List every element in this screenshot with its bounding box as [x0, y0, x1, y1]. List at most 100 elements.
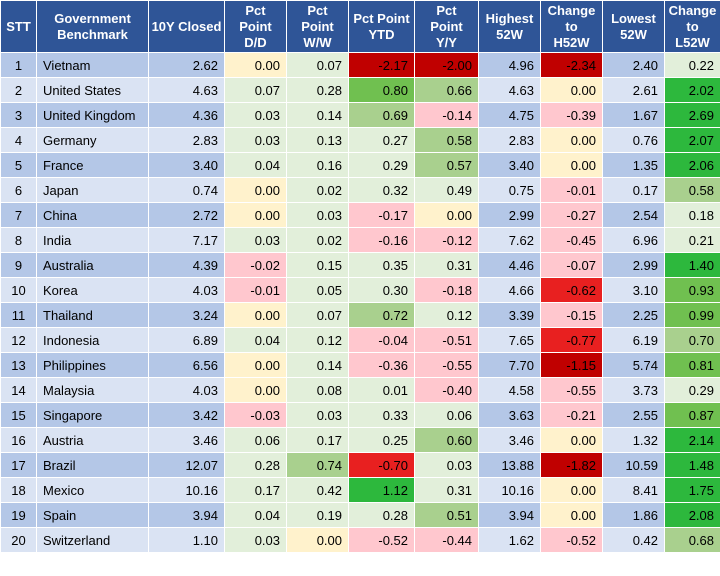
cell-country: Malaysia — [36, 377, 149, 403]
table-row: 4 Germany 2.83 0.03 0.13 0.27 0.58 2.83 0.00 0.76… — [0, 127, 720, 153]
cell-change-l52w: 2.02 — [664, 77, 720, 103]
table-row: 8 India 7.17 0.03 0.02 -0.16 -0.12 7.62 -0.45 6.9… — [0, 227, 720, 253]
cell-pct-ww: 0.00 — [286, 527, 349, 553]
cell-highest-52w: 3.63 — [478, 402, 541, 428]
cell-10y-closed: 12.07 — [148, 452, 225, 478]
cell-10y-closed: 4.39 — [148, 252, 225, 278]
bond-yield-table: STT Government Benchmark 10Y Closed Pct Po… — [0, 0, 720, 553]
cell-pct-yy: 0.51 — [414, 502, 479, 528]
cell-pct-ww: 0.28 — [286, 77, 349, 103]
cell-lowest-52w: 2.55 — [602, 402, 665, 428]
cell-stt: 6 — [0, 177, 37, 203]
cell-country: Mexico — [36, 477, 149, 503]
cell-pct-dd: 0.04 — [224, 502, 287, 528]
table-row: 16 Austria 3.46 0.06 0.17 0.25 0.60 3.46 0.00 1.3… — [0, 427, 720, 453]
cell-lowest-52w: 3.10 — [602, 277, 665, 303]
cell-change-h52w: 0.00 — [540, 427, 603, 453]
cell-pct-ww: 0.15 — [286, 252, 349, 278]
cell-highest-52w: 1.62 — [478, 527, 541, 553]
cell-change-h52w: -0.62 — [540, 277, 603, 303]
cell-pct-dd: -0.01 — [224, 277, 287, 303]
cell-pct-ww: 0.07 — [286, 302, 349, 328]
cell-10y-closed: 3.42 — [148, 402, 225, 428]
cell-change-h52w: -1.15 — [540, 352, 603, 378]
cell-pct-dd: 0.00 — [224, 302, 287, 328]
cell-pct-dd: -0.03 — [224, 402, 287, 428]
cell-stt: 8 — [0, 227, 37, 253]
cell-pct-yy: 0.57 — [414, 152, 479, 178]
cell-change-l52w: 1.48 — [664, 452, 720, 478]
cell-pct-ww: 0.12 — [286, 327, 349, 353]
cell-change-h52w: -0.55 — [540, 377, 603, 403]
cell-change-l52w: 2.06 — [664, 152, 720, 178]
cell-pct-ww: 0.14 — [286, 102, 349, 128]
cell-pct-dd: 0.00 — [224, 377, 287, 403]
cell-stt: 3 — [0, 102, 37, 128]
cell-change-l52w: 0.87 — [664, 402, 720, 428]
cell-pct-ytd: 0.27 — [348, 127, 415, 153]
cell-highest-52w: 3.40 — [478, 152, 541, 178]
cell-highest-52w: 4.58 — [478, 377, 541, 403]
cell-pct-yy: 0.31 — [414, 252, 479, 278]
cell-change-l52w: 0.22 — [664, 52, 720, 78]
cell-stt: 9 — [0, 252, 37, 278]
cell-highest-52w: 10.16 — [478, 477, 541, 503]
cell-change-h52w: -0.77 — [540, 327, 603, 353]
cell-pct-ytd: 0.69 — [348, 102, 415, 128]
cell-change-h52w: 0.00 — [540, 152, 603, 178]
cell-10y-closed: 1.10 — [148, 527, 225, 553]
cell-pct-yy: 0.12 — [414, 302, 479, 328]
cell-change-l52w: 2.07 — [664, 127, 720, 153]
cell-change-h52w: -0.39 — [540, 102, 603, 128]
cell-country: United Kingdom — [36, 102, 149, 128]
cell-pct-ytd: 0.72 — [348, 302, 415, 328]
cell-pct-ww: 0.02 — [286, 227, 349, 253]
cell-country: Spain — [36, 502, 149, 528]
cell-pct-yy: -0.40 — [414, 377, 479, 403]
cell-pct-dd: 0.00 — [224, 202, 287, 228]
cell-change-l52w: 0.21 — [664, 227, 720, 253]
cell-change-h52w: -2.34 — [540, 52, 603, 78]
cell-pct-ytd: 0.25 — [348, 427, 415, 453]
cell-change-l52w: 2.14 — [664, 427, 720, 453]
cell-change-h52w: -0.01 — [540, 177, 603, 203]
cell-stt: 17 — [0, 452, 37, 478]
cell-pct-ytd: -0.52 — [348, 527, 415, 553]
cell-pct-dd: 0.07 — [224, 77, 287, 103]
cell-10y-closed: 2.83 — [148, 127, 225, 153]
col-header-benchmark: Government Benchmark — [36, 0, 149, 53]
cell-10y-closed: 10.16 — [148, 477, 225, 503]
cell-pct-yy: -0.44 — [414, 527, 479, 553]
cell-stt: 4 — [0, 127, 37, 153]
cell-10y-closed: 3.24 — [148, 302, 225, 328]
cell-change-h52w: -0.15 — [540, 302, 603, 328]
cell-highest-52w: 4.46 — [478, 252, 541, 278]
cell-lowest-52w: 0.42 — [602, 527, 665, 553]
cell-pct-ytd: 0.28 — [348, 502, 415, 528]
cell-lowest-52w: 1.35 — [602, 152, 665, 178]
cell-country: Brazil — [36, 452, 149, 478]
cell-10y-closed: 7.17 — [148, 227, 225, 253]
table-row: 15 Singapore 3.42 -0.03 0.03 0.33 0.06 3.63 -0.2… — [0, 402, 720, 428]
cell-pct-dd: 0.00 — [224, 177, 287, 203]
cell-pct-dd: 0.06 — [224, 427, 287, 453]
cell-pct-ytd: 1.12 — [348, 477, 415, 503]
cell-pct-ytd: 0.29 — [348, 152, 415, 178]
table-row: 1 Vietnam 2.62 0.00 0.07 -2.17 -2.00 4.96 -2.34 2… — [0, 52, 720, 78]
col-header-lowest-52w: Lowest 52W — [602, 0, 665, 53]
cell-country: China — [36, 202, 149, 228]
table-row: 3 United Kingdom 4.36 0.03 0.14 0.69 -0.14 4.75… — [0, 102, 720, 128]
col-header-change-l52w: Change to L52W — [664, 0, 720, 53]
cell-pct-dd: 0.03 — [224, 227, 287, 253]
cell-pct-yy: 0.03 — [414, 452, 479, 478]
cell-lowest-52w: 1.67 — [602, 102, 665, 128]
cell-lowest-52w: 2.54 — [602, 202, 665, 228]
cell-pct-ytd: 0.30 — [348, 277, 415, 303]
cell-highest-52w: 2.83 — [478, 127, 541, 153]
table-row: 14 Malaysia 4.03 0.00 0.08 0.01 -0.40 4.58 -0.55… — [0, 377, 720, 403]
cell-pct-ww: 0.13 — [286, 127, 349, 153]
cell-lowest-52w: 0.17 — [602, 177, 665, 203]
cell-pct-yy: 0.06 — [414, 402, 479, 428]
cell-10y-closed: 2.62 — [148, 52, 225, 78]
cell-10y-closed: 2.72 — [148, 202, 225, 228]
